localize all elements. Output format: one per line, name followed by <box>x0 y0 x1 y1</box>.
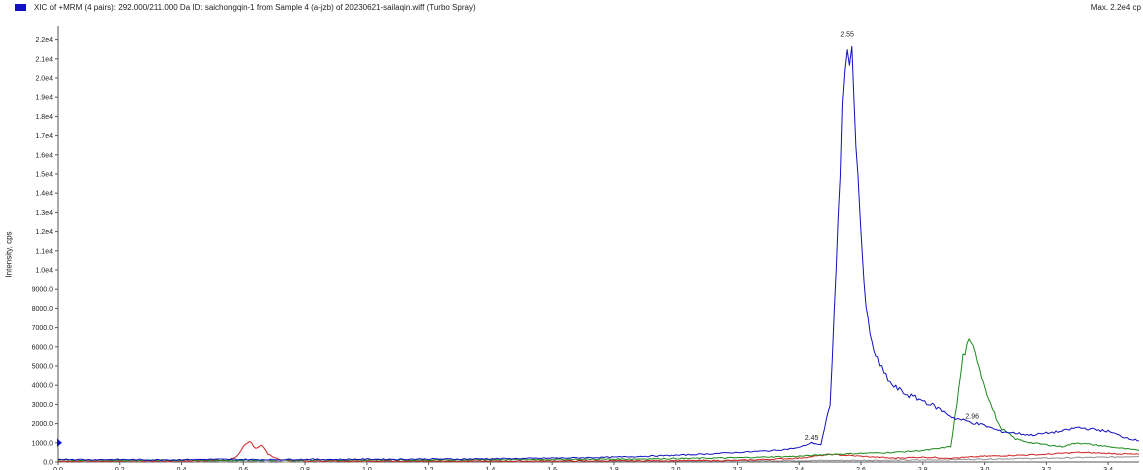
x-tick-label: 0.0 <box>53 467 63 470</box>
y-tick-label: 1.9e4 <box>35 95 53 102</box>
y-tick-label: 9000.0 <box>32 287 54 294</box>
series-layer <box>57 45 1140 463</box>
x-tick-label: 2.4 <box>794 467 804 470</box>
x-tick-label: 1.0 <box>362 467 372 470</box>
peak-label: 2.96 <box>965 414 979 421</box>
max-intensity-label: Max. 2.2e4 cp <box>1090 3 1141 12</box>
y-tick-label: 2000.0 <box>32 421 54 428</box>
y-tick-label: 4000.0 <box>32 383 54 390</box>
y-tick-label: 1.3e4 <box>35 210 53 217</box>
y-tick-label: 1000.0 <box>32 440 54 447</box>
axes: 0.0 1000.0 2000.0 3000.0 4000.0 5000.0 6000.0 7… <box>32 26 1139 470</box>
y-tick-label: 1.7e4 <box>35 133 53 140</box>
x-tick-label: 3.2 <box>1041 467 1051 470</box>
x-tick-label: 0.4 <box>177 467 187 470</box>
y-tick-label: 1.6e4 <box>35 152 53 159</box>
chart-title: XIC of +MRM (4 pairs): 292.000/211.000 D… <box>34 3 476 12</box>
x-tick-label: 2.8 <box>918 467 928 470</box>
x-tick-label: 2.6 <box>856 467 866 470</box>
y-axis-marker-icon <box>57 438 62 447</box>
x-tick-label: 2.0 <box>671 467 681 470</box>
y-tick-label: 0.0 <box>43 460 53 467</box>
y-tick-label: 1.4e4 <box>35 191 53 198</box>
y-tick-label: 2.1e4 <box>35 56 53 63</box>
legend-swatch <box>15 4 26 11</box>
y-tick-label: 2.2e4 <box>35 37 53 44</box>
annotation-layer: 2.55 2.45 2.96 <box>805 32 979 442</box>
peak-label: 2.45 <box>805 435 819 442</box>
x-tick-label: 1.4 <box>486 467 496 470</box>
y-tick-label: 1.8e4 <box>35 114 53 121</box>
chart-header: XIC of +MRM (4 pairs): 292.000/211.000 D… <box>0 0 1143 18</box>
y-tick-label: 2.0e4 <box>35 76 53 83</box>
x-tick-label: 1.8 <box>609 467 619 470</box>
y-tick-label: 3000.0 <box>32 402 54 409</box>
x-tick-label: 3.0 <box>980 467 990 470</box>
x-tick-label: 1.2 <box>424 467 434 470</box>
x-tick-label: 0.2 <box>115 467 125 470</box>
series-line <box>57 441 1140 463</box>
x-tick-label: 0.8 <box>300 467 310 470</box>
y-tick-label: 6000.0 <box>32 344 54 351</box>
x-tick-label: 0.6 <box>238 467 248 470</box>
y-tick-label: 1.2e4 <box>35 229 53 236</box>
x-tick-label: 3.4 <box>1103 467 1113 470</box>
peak-label: 2.55 <box>840 32 854 39</box>
x-tick-label: 2.2 <box>733 467 743 470</box>
series-line <box>57 45 1140 461</box>
series-line <box>58 338 1140 462</box>
y-tick-label: 1.5e4 <box>35 172 53 179</box>
y-tick-label: 1.0e4 <box>35 268 53 275</box>
y-tick-label: 1.1e4 <box>35 248 53 255</box>
x-tick-label: 1.6 <box>547 467 557 470</box>
y-tick-label: 8000.0 <box>32 306 54 313</box>
y-tick-label: 7000.0 <box>32 325 54 332</box>
y-tick-label: 5000.0 <box>32 364 54 371</box>
